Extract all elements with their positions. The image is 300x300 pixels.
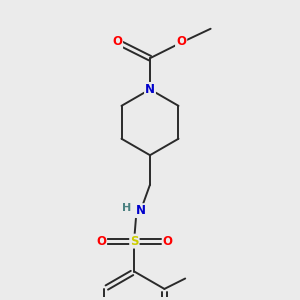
Text: N: N <box>136 204 146 217</box>
Text: O: O <box>96 235 106 248</box>
Text: O: O <box>176 35 186 48</box>
Text: O: O <box>176 36 186 49</box>
Text: H: H <box>122 203 131 213</box>
Text: O: O <box>163 235 173 248</box>
Text: O: O <box>112 35 122 48</box>
Text: O: O <box>112 36 122 49</box>
Text: N: N <box>145 83 155 96</box>
Text: S: S <box>130 235 139 248</box>
